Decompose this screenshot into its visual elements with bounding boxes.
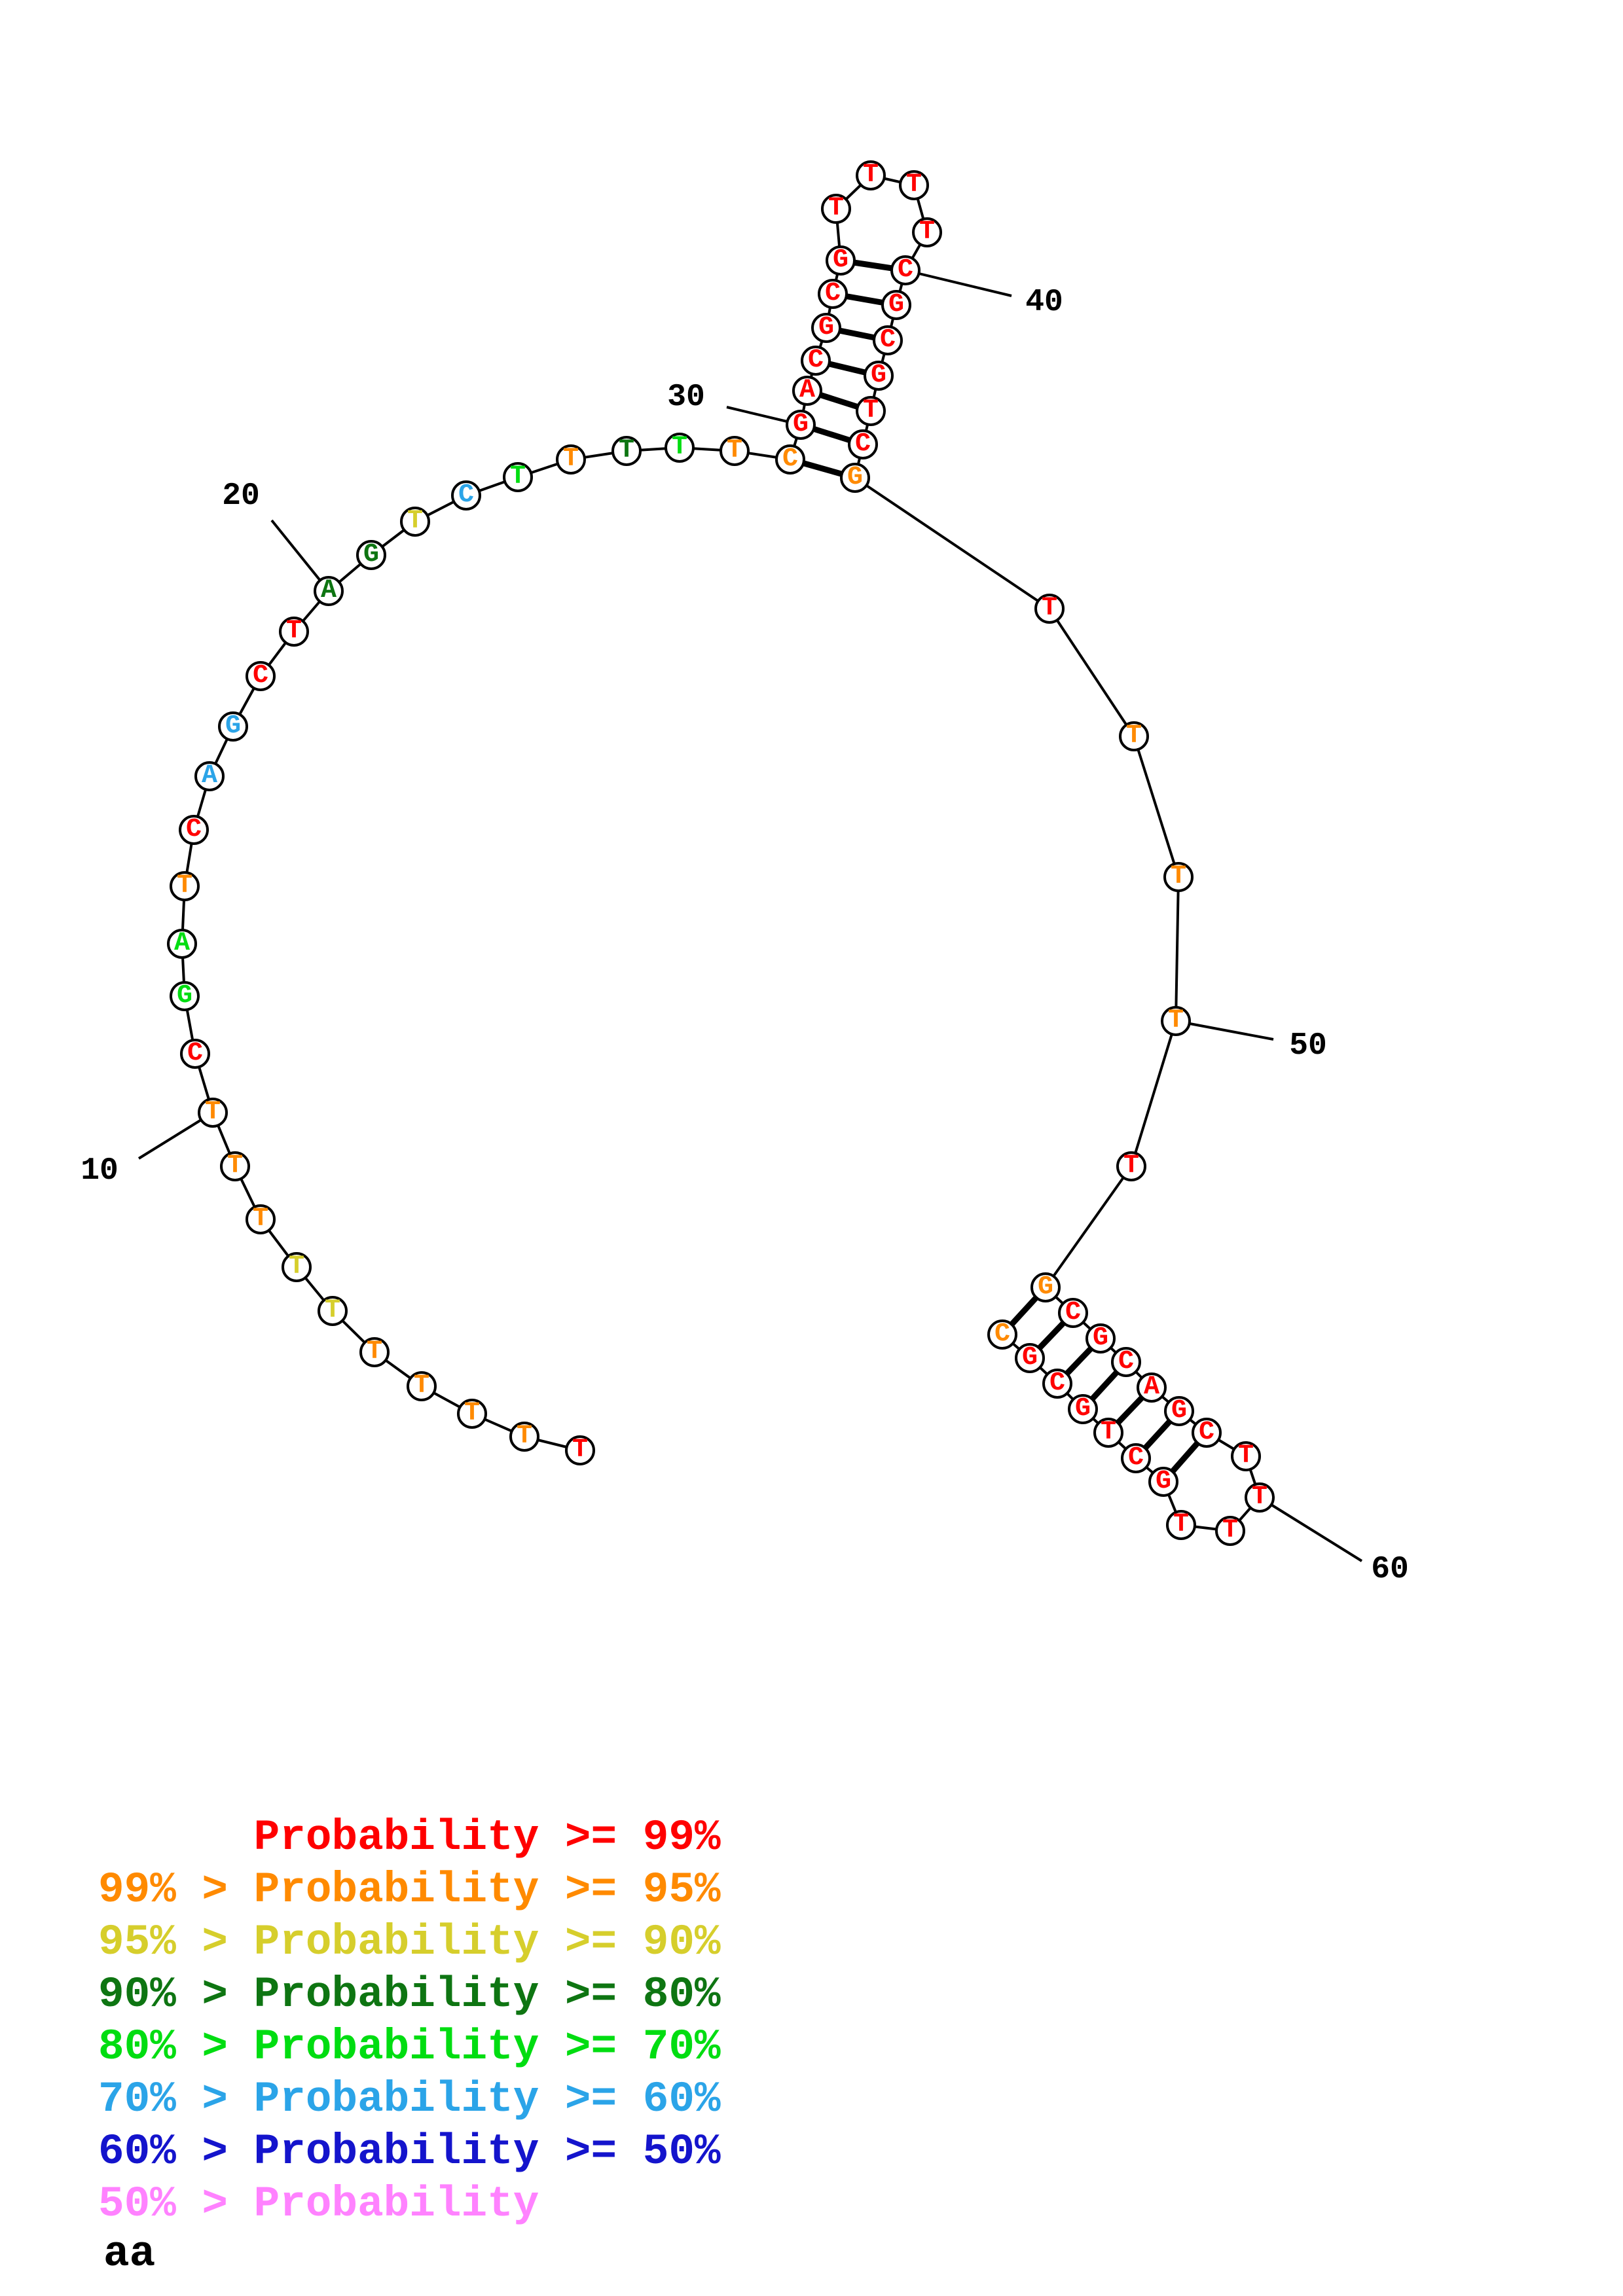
nucleotide-54-G: G (1085, 1323, 1116, 1354)
legend-row-4: 90% > Probability >= 80% (98, 1970, 721, 2019)
nucleotide-43-G: G (864, 361, 894, 391)
nucleotide-51-T: T (1116, 1151, 1146, 1181)
position-label-40: 40 (1025, 285, 1063, 320)
legend-row-7: 60% > Probability >= 50% (98, 2127, 721, 2176)
nucleotide-33-G: G (811, 313, 841, 343)
position-label-50: 50 (1289, 1028, 1327, 1064)
backbone-link (854, 476, 1051, 610)
legend-row-5: 80% > Probability >= 70% (98, 2022, 721, 2072)
nucleotide-1-T: T (565, 1435, 595, 1465)
nucleotide-56-A: A (1137, 1372, 1167, 1403)
nucleotide-15-C: C (179, 815, 209, 845)
nucleotide-11-C: C (180, 1039, 210, 1069)
backbone-link (1133, 736, 1180, 878)
nucleotide-28-T: T (720, 436, 750, 466)
nucleotide-41-G: G (881, 290, 911, 320)
nucleotide-62-T: T (1166, 1510, 1196, 1540)
position-label-30: 30 (667, 380, 705, 415)
nucleotide-29-C: C (775, 444, 805, 475)
nucleotide-39-T: T (912, 217, 942, 247)
nucleotide-66-G: G (1068, 1394, 1098, 1424)
legend-row-2: 99% > Probability >= 95% (98, 1865, 721, 1914)
nucleotide-25-T: T (556, 444, 586, 475)
position-pointer-line (905, 269, 1012, 297)
nucleotide-59-T: T (1231, 1441, 1261, 1471)
nucleotide-13-A: A (167, 929, 197, 959)
nucleotide-2-T: T (509, 1422, 539, 1452)
nucleotide-45-C: C (848, 429, 878, 459)
nucleotide-38-T: T (899, 170, 929, 200)
nucleotide-69-C: C (987, 1319, 1017, 1350)
nucleotide-6-T: T (318, 1296, 348, 1326)
nucleotide-35-G: G (826, 245, 856, 276)
legend-row-3: 95% > Probability >= 90% (98, 1918, 721, 1967)
nucleotide-9-T: T (220, 1151, 250, 1181)
nucleotide-17-G: G (218, 711, 248, 742)
nucleotide-19-T: T (279, 617, 309, 647)
nucleotide-58-C: C (1192, 1418, 1222, 1448)
nucleotide-36-T: T (821, 194, 851, 224)
position-pointer-line (1258, 1496, 1363, 1562)
nucleotide-27-T: T (665, 433, 695, 463)
sequence-name-label: aa (103, 2229, 156, 2278)
backbone-link (1048, 607, 1135, 738)
position-pointer-line (1175, 1020, 1274, 1041)
nucleotide-63-G: G (1148, 1467, 1178, 1497)
nucleotide-49-T: T (1163, 862, 1194, 892)
nucleotide-53-C: C (1058, 1298, 1088, 1328)
position-label-60: 60 (1371, 1552, 1409, 1587)
nucleotide-24-T: T (503, 462, 533, 492)
nucleotide-65-T: T (1093, 1418, 1123, 1448)
nucleotide-7-T: T (282, 1252, 312, 1282)
position-label-10: 10 (81, 1153, 119, 1189)
nucleotide-48-T: T (1119, 721, 1149, 751)
nucleotide-44-T: T (856, 396, 886, 426)
nucleotide-14-T: T (170, 871, 200, 901)
legend-row-1: Probability >= 99% (98, 1813, 721, 1862)
probability-legend: Probability >= 99% 99% > Probability >= 9… (98, 1812, 721, 2231)
nucleotide-46-G: G (840, 463, 870, 493)
nucleotide-3-T: T (457, 1399, 487, 1429)
backbone-link (1130, 1020, 1177, 1167)
legend-row-6: 70% > Probability >= 60% (98, 2075, 721, 2124)
nucleotide-30-G: G (786, 410, 816, 440)
nucleotide-34-C: C (818, 279, 848, 309)
nucleotide-23-C: C (451, 480, 481, 511)
nucleotide-10-T: T (198, 1098, 228, 1128)
nucleotide-55-C: C (1111, 1347, 1141, 1377)
nucleotide-42-C: C (873, 325, 903, 355)
nucleotide-26-T: T (611, 436, 642, 466)
nucleotide-60-T: T (1245, 1482, 1275, 1513)
nucleotide-61-T: T (1215, 1516, 1245, 1546)
legend-row-8: 50% > Probability (98, 2179, 539, 2229)
nucleotide-5-T: T (359, 1337, 390, 1367)
nucleotide-64-C: C (1121, 1443, 1151, 1473)
nucleotide-47-T: T (1034, 594, 1065, 624)
backbone-link (1175, 876, 1180, 1022)
position-label-20: 20 (222, 478, 260, 514)
nucleotide-4-T: T (407, 1371, 437, 1401)
nucleotide-18-C: C (246, 661, 276, 691)
nucleotide-50-T: T (1161, 1006, 1191, 1036)
nucleotide-52-G: G (1030, 1272, 1061, 1302)
backbone-link (1044, 1165, 1133, 1289)
nucleotide-67-C: C (1042, 1369, 1072, 1399)
nucleotide-57-G: G (1164, 1396, 1194, 1426)
nucleotide-68-G: G (1015, 1343, 1045, 1373)
nucleotide-31-A: A (792, 376, 822, 406)
nucleotide-37-T: T (856, 160, 886, 190)
nucleotide-21-G: G (356, 540, 386, 570)
nucleotide-22-T: T (400, 507, 430, 537)
nucleotide-8-T: T (246, 1204, 276, 1234)
nucleotide-32-C: C (801, 346, 831, 376)
nucleotide-40-C: C (890, 255, 921, 285)
nucleotide-20-A: A (314, 576, 344, 606)
nucleotide-12-G: G (170, 981, 200, 1011)
nucleotide-16-A: A (194, 761, 225, 791)
